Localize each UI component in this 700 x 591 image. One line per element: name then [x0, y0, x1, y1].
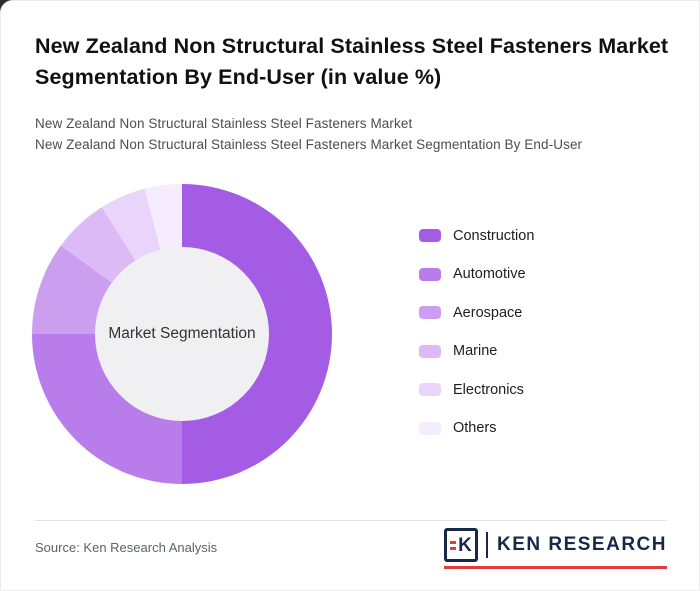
logo-k-box: K	[443, 528, 478, 562]
ken-research-logo: K KEN RESEARCH	[443, 528, 667, 569]
donut-center-label: Market Segmentation	[108, 325, 256, 342]
chart-legend: Construction Automotive Aerospace Marine…	[419, 228, 534, 459]
legend-swatch-construction	[419, 229, 441, 242]
legend-label: Construction	[453, 227, 535, 244]
logo-wordmark: KEN RESEARCH	[496, 534, 667, 555]
legend-item-aerospace: Aerospace	[419, 304, 534, 321]
chart-subtitle-1: New Zealand Non Structural Stainless Ste…	[35, 116, 413, 131]
donut-chart: Market Segmentation	[32, 184, 332, 484]
logo-red-accent	[450, 540, 457, 550]
legend-item-automotive: Automotive	[419, 266, 534, 282]
donut-hole: Market Segmentation	[95, 247, 269, 421]
legend-label: Electronics	[453, 381, 524, 398]
legend-label: Others	[453, 420, 497, 436]
legend-item-others: Others	[419, 420, 534, 436]
legend-swatch-marine	[419, 344, 441, 358]
footer-divider	[35, 520, 667, 521]
legend-swatch-others	[419, 421, 441, 435]
legend-label: Automotive	[453, 266, 526, 282]
legend-swatch-aerospace	[419, 306, 441, 319]
chart-title: New Zealand Non Structural Stainless Ste…	[35, 34, 669, 90]
legend-label: Aerospace	[453, 304, 523, 321]
legend-label: Marine	[453, 343, 498, 359]
legend-swatch-automotive	[419, 267, 441, 281]
chart-subtitle-2: New Zealand Non Structural Stainless Ste…	[35, 137, 583, 152]
logo-underline	[443, 566, 667, 569]
legend-item-marine: Marine	[419, 343, 534, 359]
logo-k-inner: K	[450, 536, 472, 555]
legend-item-electronics: Electronics	[419, 381, 534, 398]
logo-k-letter: K	[458, 534, 472, 556]
logo-row: K KEN RESEARCH	[443, 528, 667, 562]
legend-item-construction: Construction	[419, 227, 535, 244]
logo-separator	[485, 532, 488, 558]
source-note: Source: Ken Research Analysis	[35, 540, 218, 555]
legend-swatch-electronics	[419, 383, 441, 396]
